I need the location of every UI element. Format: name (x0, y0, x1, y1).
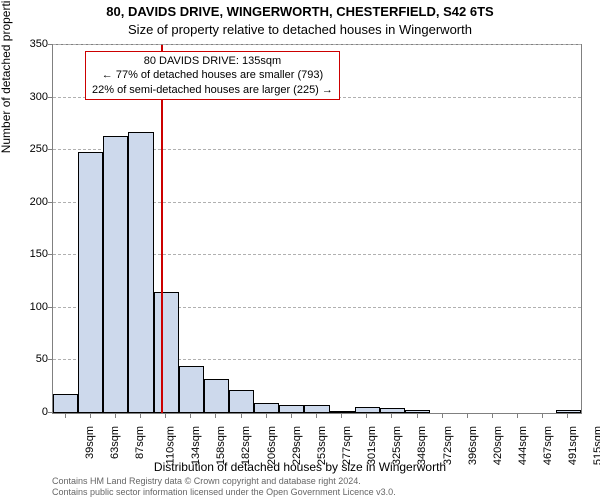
y-tick-label: 100 (8, 301, 48, 313)
x-tick-label: 63sqm (109, 426, 121, 459)
x-axis-label: Distribution of detached houses by size … (0, 460, 600, 474)
annotation-line: ← 77% of detached houses are smaller (79… (92, 68, 333, 82)
histogram-bar (78, 152, 103, 413)
marker-line (161, 45, 163, 413)
y-tick-label: 0 (8, 406, 48, 418)
histogram-bar (556, 410, 581, 413)
attribution: Contains HM Land Registry data © Crown c… (52, 476, 396, 498)
y-tick-label: 200 (8, 196, 48, 208)
y-axis-label: Number of detached properties (0, 0, 13, 153)
y-tick-label: 250 (8, 143, 48, 155)
histogram-bar (53, 394, 78, 413)
histogram-bar (128, 132, 153, 413)
x-tick-label: 110sqm (164, 426, 176, 464)
x-tick-label: 39sqm (84, 426, 96, 459)
y-tick-label: 50 (8, 353, 48, 365)
attribution-line2: Contains public sector information licen… (52, 487, 396, 498)
histogram-bar (204, 379, 229, 413)
chart-title-main: 80, DAVIDS DRIVE, WINGERWORTH, CHESTERFI… (0, 4, 600, 19)
plot-area: 80 DAVIDS DRIVE: 135sqm← 77% of detached… (52, 44, 582, 414)
histogram-bar (279, 405, 304, 413)
histogram-bar (154, 292, 179, 413)
x-tick-label: 87sqm (134, 426, 146, 459)
histogram-bar (330, 411, 355, 413)
annotation-line: 22% of semi-detached houses are larger (… (92, 83, 333, 97)
annotation-line: 80 DAVIDS DRIVE: 135sqm (92, 54, 333, 68)
chart-container: 80, DAVIDS DRIVE, WINGERWORTH, CHESTERFI… (0, 0, 600, 500)
y-tick-label: 300 (8, 91, 48, 103)
histogram-bar (355, 407, 380, 413)
histogram-bar (405, 410, 430, 413)
histogram-bar (229, 390, 254, 413)
histogram-bar (254, 403, 279, 414)
y-tick-label: 350 (8, 38, 48, 50)
histogram-bar (304, 405, 329, 413)
attribution-line1: Contains HM Land Registry data © Crown c… (52, 476, 396, 487)
histogram-bar (179, 366, 204, 413)
histogram-bar (103, 136, 128, 413)
annotation-box: 80 DAVIDS DRIVE: 135sqm← 77% of detached… (85, 51, 340, 100)
y-tick-label: 150 (8, 248, 48, 260)
chart-title-sub: Size of property relative to detached ho… (0, 22, 600, 37)
histogram-bar (380, 408, 405, 413)
